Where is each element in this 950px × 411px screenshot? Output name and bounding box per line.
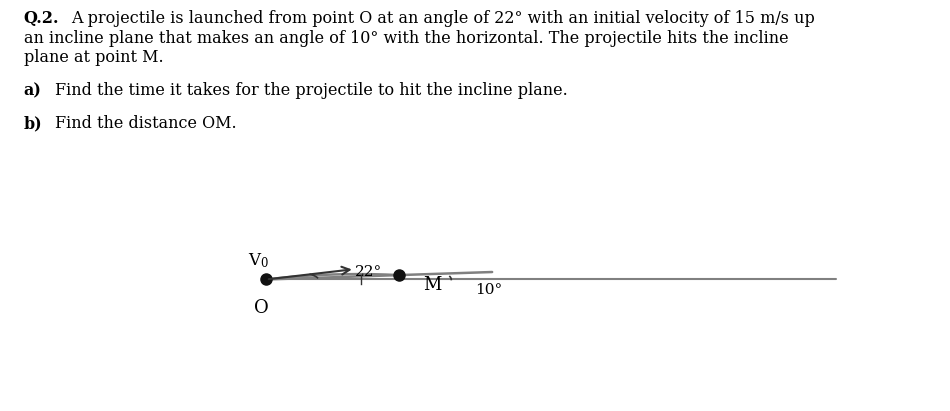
Text: Q.2.: Q.2. <box>24 10 59 27</box>
Text: 22°: 22° <box>354 266 382 279</box>
Text: a): a) <box>24 82 42 99</box>
Text: 10°: 10° <box>475 283 503 297</box>
Text: Find the distance OM.: Find the distance OM. <box>55 115 237 132</box>
Text: $\mathregular{V_0}$: $\mathregular{V_0}$ <box>248 252 269 270</box>
Text: plane at point M.: plane at point M. <box>24 49 163 66</box>
Text: Find the time it takes for the projectile to hit the incline plane.: Find the time it takes for the projectil… <box>55 82 568 99</box>
Text: an incline plane that makes an angle of 10° with the horizontal. The projectile : an incline plane that makes an angle of … <box>24 30 788 46</box>
Text: A projectile is launched from point O at an angle of 22° with an initial velocit: A projectile is launched from point O at… <box>71 10 815 27</box>
Text: b): b) <box>24 115 43 132</box>
Text: M: M <box>423 276 441 294</box>
Text: O: O <box>254 299 269 317</box>
